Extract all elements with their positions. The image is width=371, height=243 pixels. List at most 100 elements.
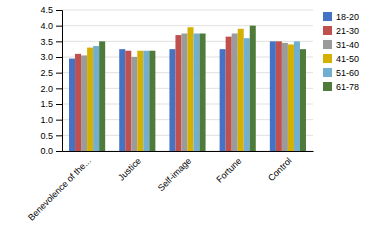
- bar: [87, 48, 93, 151]
- plot: 0.0 0.5 1.0 1.5 2.0 2.5 3.0 3.5 4.0 4.5 Benevolenc…: [26, 5, 314, 222]
- legend-label: 61-78: [336, 82, 359, 92]
- bar: [175, 35, 181, 151]
- y-tick-mark: [56, 26, 62, 27]
- y-tick-mark: [56, 120, 62, 121]
- legend-swatch: [323, 82, 332, 91]
- bar-series: [93, 34, 300, 152]
- bar: [276, 41, 282, 151]
- bar: [125, 51, 131, 151]
- grid-line: [62, 25, 313, 26]
- bar: [93, 46, 99, 151]
- y-tick: 4.0: [40, 21, 62, 31]
- bar: [300, 49, 306, 151]
- y-tick: 2.0: [40, 84, 62, 94]
- y-tick-mark: [56, 10, 62, 11]
- bar-series: [81, 34, 288, 152]
- legend-item: 51-60: [323, 68, 359, 78]
- bar: [81, 55, 87, 151]
- legend-item: 41-50: [323, 54, 359, 64]
- x-tick: Justice: [116, 156, 143, 183]
- bar: [143, 51, 149, 151]
- x-tick: Benevolence of the...: [26, 156, 93, 223]
- bar: [294, 41, 300, 151]
- bars: [69, 26, 306, 151]
- y-axis: 0.0 0.5 1.0 1.5 2.0 2.5 3.0 3.5 4.0 4.5: [40, 5, 62, 156]
- bar: [232, 34, 238, 152]
- y-tick: 0.5: [40, 131, 62, 141]
- x-tick: Fortune: [214, 156, 243, 185]
- y-tick-label: 0.5: [40, 131, 53, 141]
- legend-item: 21-30: [323, 26, 359, 36]
- legend-swatch: [323, 12, 332, 21]
- x-tick-label: Fortune: [214, 156, 243, 185]
- bar-series: [99, 26, 306, 151]
- legend-swatch: [323, 40, 332, 49]
- x-axis: Benevolence of the... Justice Self-image Fo…: [26, 152, 314, 223]
- y-tick-label: 3.0: [40, 52, 53, 62]
- grid-line: [62, 10, 313, 11]
- legend-swatch: [323, 54, 332, 63]
- y-tick: 4.5: [40, 5, 62, 15]
- y-tick-label: 1.0: [40, 115, 53, 125]
- x-tick: Control: [266, 156, 294, 184]
- bar: [75, 54, 81, 151]
- legend-item: 18-20: [323, 12, 359, 22]
- y-tick-mark: [56, 57, 62, 58]
- bar: [238, 29, 244, 151]
- legend-swatch: [323, 26, 332, 35]
- bar: [119, 49, 125, 151]
- y-tick: 2.5: [40, 68, 62, 78]
- y-tick: 0.0: [40, 146, 62, 156]
- x-tick-label: Justice: [116, 156, 143, 183]
- y-tick: 1.5: [40, 99, 62, 109]
- legend-label: 18-20: [336, 12, 359, 22]
- bar: [69, 59, 75, 151]
- bar-series: [87, 27, 294, 151]
- x-tick-label: Benevolence of the...: [26, 156, 93, 223]
- chart: 0.0 0.5 1.0 1.5 2.0 2.5 3.0 3.5 4.0 4.5 Benevolenc…: [0, 0, 371, 243]
- y-tick-label: 1.5: [40, 99, 53, 109]
- legend-label: 41-50: [336, 54, 359, 64]
- y-tick-mark: [56, 151, 62, 152]
- legend-label: 21-30: [336, 26, 359, 36]
- y-axis-line: [56, 11, 63, 152]
- bar: [131, 57, 137, 151]
- y-tick-mark: [56, 135, 62, 136]
- y-tick-mark: [56, 41, 62, 42]
- bar: [220, 49, 226, 151]
- bar: [99, 41, 105, 151]
- y-tick: 3.0: [40, 52, 62, 62]
- y-tick: 1.0: [40, 115, 62, 125]
- x-tick: Self-image: [156, 156, 193, 193]
- y-tick-mark: [56, 73, 62, 74]
- bar: [282, 43, 288, 151]
- legend-swatch: [323, 68, 332, 77]
- legend-item: 61-78: [323, 82, 359, 92]
- y-tick-label: 4.5: [40, 5, 53, 15]
- bar: [194, 34, 200, 152]
- legend-item: 31-40: [323, 40, 359, 50]
- y-tick-mark: [56, 88, 62, 89]
- grid: [62, 10, 313, 151]
- legend-label: 51-60: [336, 68, 359, 78]
- y-tick-label: 2.5: [40, 68, 53, 78]
- y-tick-mark: [56, 104, 62, 105]
- legend-label: 31-40: [336, 40, 359, 50]
- bar: [149, 51, 155, 151]
- bar: [188, 27, 194, 151]
- bar: [244, 38, 250, 151]
- y-tick-label: 4.0: [40, 21, 53, 31]
- bar: [137, 51, 143, 151]
- bar: [250, 26, 256, 151]
- bar: [288, 44, 294, 151]
- x-tick-label: Self-image: [156, 156, 193, 193]
- y-tick: 3.5: [40, 37, 62, 47]
- y-tick-label: 3.5: [40, 37, 53, 47]
- x-tick-label: Control: [266, 156, 294, 184]
- bar: [169, 49, 175, 151]
- y-tick-label: 2.0: [40, 84, 53, 94]
- x-axis-line: [63, 151, 314, 152]
- bar: [181, 34, 187, 152]
- bar: [226, 37, 232, 151]
- bar: [200, 34, 206, 152]
